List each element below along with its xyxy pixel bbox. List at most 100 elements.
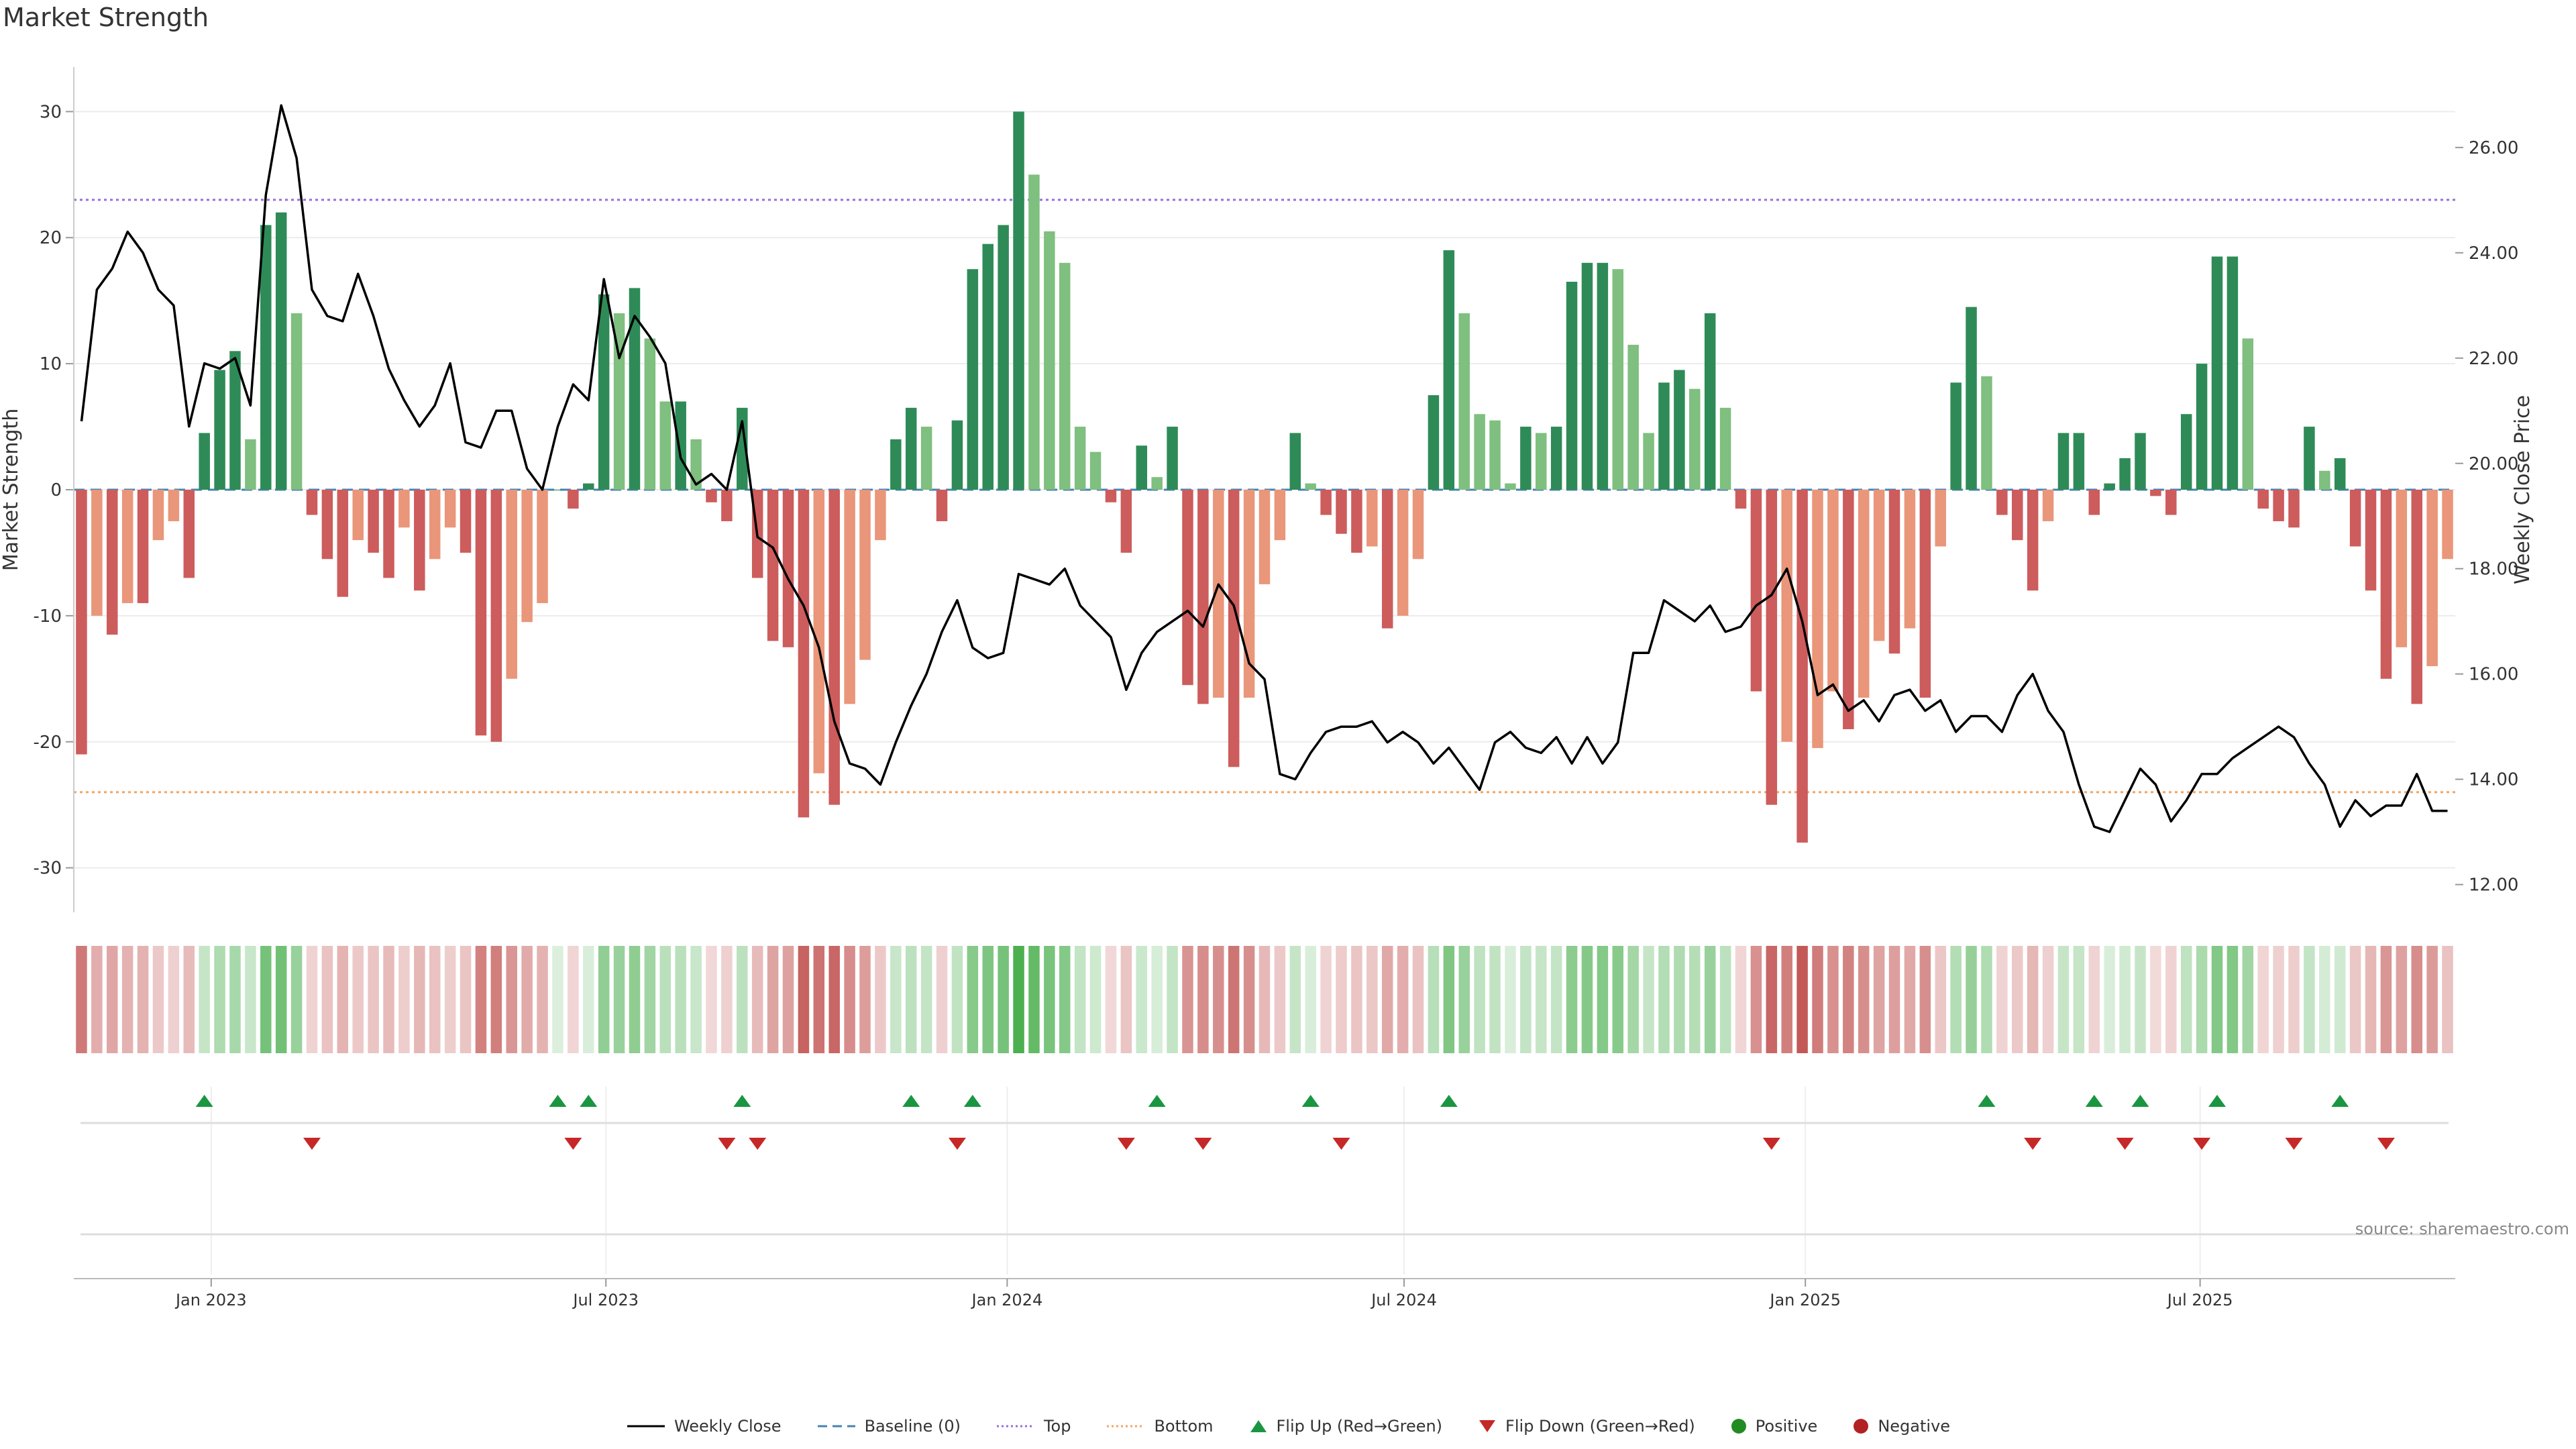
strength-bar	[1766, 490, 1778, 805]
strength-bar	[828, 490, 840, 805]
strength-bar	[767, 490, 779, 641]
strength-bar	[675, 401, 686, 490]
heat-cell	[245, 946, 256, 1053]
strength-bar	[2165, 490, 2177, 515]
heat-cell	[1966, 946, 1977, 1053]
heat-cell	[229, 946, 241, 1053]
strength-bar	[2365, 490, 2377, 591]
y-tick-label: 20	[40, 228, 62, 248]
heat-cell	[675, 946, 686, 1053]
heat-cell	[2073, 946, 2085, 1053]
heat-cell	[1643, 946, 1654, 1053]
strength-bar	[613, 313, 625, 490]
strength-bar	[2349, 490, 2361, 547]
strength-bar	[2257, 490, 2269, 509]
flip-up-marker	[2131, 1095, 2149, 1107]
heat-cell	[2288, 946, 2300, 1053]
heat-cell	[1305, 946, 1316, 1053]
strength-bar	[214, 370, 225, 490]
heat-cell	[598, 946, 610, 1053]
strength-bar	[706, 490, 717, 502]
y-right-tick-label: 26.00	[2469, 138, 2518, 158]
strength-bar	[168, 490, 180, 521]
flip-up-marker	[1440, 1095, 1458, 1107]
flip-down-marker	[948, 1138, 966, 1150]
strength-bar	[2027, 490, 2039, 591]
strength-bar	[1351, 490, 1362, 553]
strength-bar	[583, 483, 594, 490]
x-tick-label: Jan 2025	[1768, 1291, 1841, 1309]
strength-bar	[183, 490, 195, 578]
legend-label: Positive	[1755, 1417, 1818, 1436]
strength-bar	[1167, 427, 1178, 490]
strength-bar	[91, 490, 103, 616]
y-right-tick-label: 18.00	[2469, 559, 2518, 580]
strength-bar	[521, 490, 533, 623]
heat-cell	[383, 946, 394, 1053]
strength-bar	[798, 490, 810, 818]
heat-cell	[1274, 946, 1286, 1053]
strength-bar	[890, 439, 902, 490]
strength-bar	[2180, 414, 2192, 490]
strength-bar	[1781, 490, 1792, 742]
heat-cell	[1013, 946, 1024, 1053]
heat-cell	[659, 946, 672, 1053]
heat-cell	[1351, 946, 1362, 1053]
strength-bar	[2319, 470, 2330, 490]
heat-cell	[1981, 946, 1992, 1053]
heat-cell	[1520, 946, 1532, 1053]
price-line-layer	[80, 104, 2448, 833]
strength-bar	[2088, 490, 2100, 515]
heat-cell	[1658, 946, 1670, 1053]
heat-cell	[107, 946, 118, 1053]
flip-up-marker	[580, 1095, 598, 1107]
heat-cell	[1197, 946, 1209, 1053]
heat-cell	[1258, 946, 1271, 1053]
heat-cell	[537, 946, 548, 1053]
legend-label: Flip Up (Red→Green)	[1276, 1417, 1443, 1436]
strength-bar	[951, 420, 963, 490]
strength-bar	[1105, 490, 1117, 502]
strength-bar	[982, 244, 994, 490]
heat-cell	[951, 946, 963, 1053]
legend-item-bottom: Bottom	[1106, 1417, 1214, 1436]
strength-bar	[2426, 490, 2438, 667]
legend-label: Negative	[1878, 1417, 1951, 1436]
heat-cell	[1750, 946, 1762, 1053]
heat-cell	[1059, 946, 1071, 1053]
strength-bar	[782, 490, 794, 647]
heat-cell	[414, 946, 425, 1053]
strength-bar	[2411, 490, 2422, 704]
heat-cell	[429, 946, 441, 1053]
strength-bar	[76, 490, 87, 755]
heat-cell	[1674, 946, 1685, 1053]
heat-cell	[1996, 946, 2008, 1053]
heat-cell	[1151, 946, 1163, 1053]
flip-down-marker	[303, 1138, 321, 1150]
heat-cell	[2319, 946, 2330, 1053]
strength-bar	[275, 212, 287, 490]
strength-bar	[875, 490, 886, 541]
heat-cell	[1228, 946, 1240, 1053]
strength-bar	[1197, 490, 1209, 704]
flip-down-marker	[1762, 1138, 1780, 1150]
strength-bar	[1213, 490, 1224, 698]
strength-bar	[1136, 445, 1148, 490]
strength-bar	[1612, 269, 1624, 490]
heat-cell	[121, 946, 133, 1053]
heat-cell	[2042, 946, 2054, 1053]
heat-cell	[1044, 946, 1055, 1053]
strength-bar	[1474, 414, 1485, 490]
strength-bar	[290, 313, 303, 490]
heat-cell	[2104, 946, 2115, 1053]
heat-cell	[2273, 946, 2284, 1053]
heat-cell	[1089, 946, 1102, 1053]
flip-up-marker	[2208, 1095, 2226, 1107]
heat-cell	[767, 946, 779, 1053]
heat-cell	[629, 946, 641, 1053]
heat-cell	[2411, 946, 2422, 1053]
heat-cell	[1105, 946, 1117, 1053]
strength-bar	[1827, 490, 1839, 692]
